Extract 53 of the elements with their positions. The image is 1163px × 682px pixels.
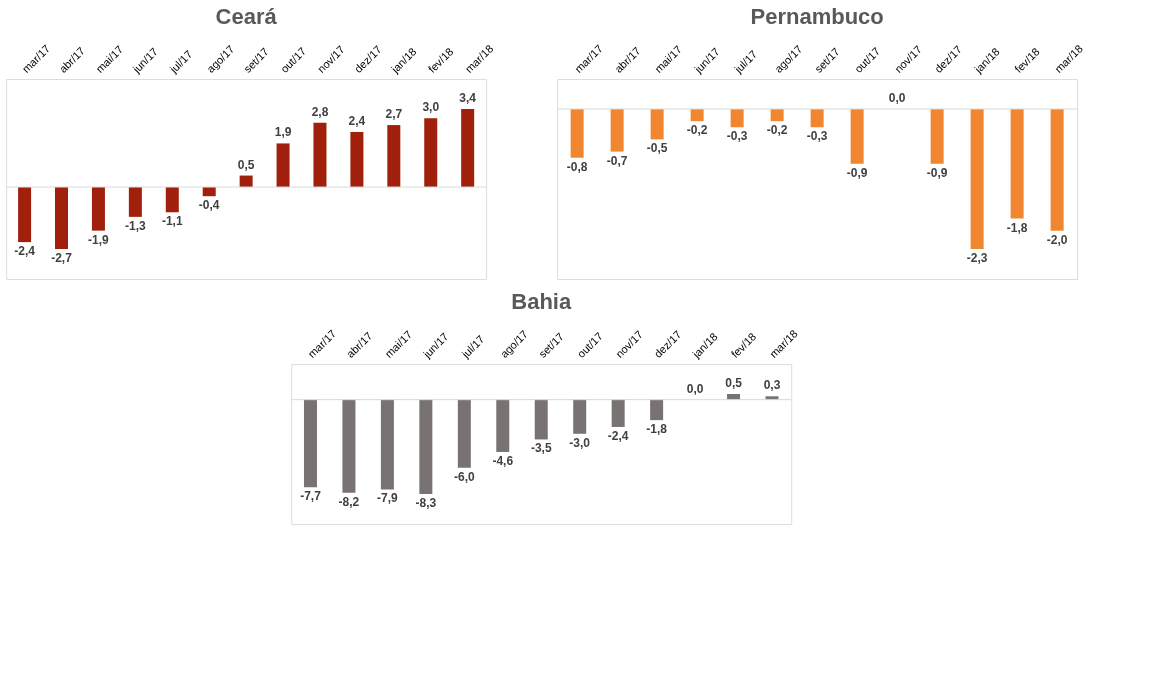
chart-title: Ceará xyxy=(215,3,278,29)
bar xyxy=(461,109,475,188)
data-label: -8,3 xyxy=(415,496,437,510)
data-label: -2,7 xyxy=(51,251,73,265)
bar xyxy=(387,125,401,188)
data-label: -1,9 xyxy=(88,232,110,247)
bar xyxy=(18,187,32,243)
data-label: -0,4 xyxy=(198,198,220,213)
data-label: -2,4 xyxy=(607,428,629,443)
data-label: -4,6 xyxy=(492,453,514,468)
chart-title: Bahia xyxy=(511,288,572,314)
data-label: -0,9 xyxy=(846,165,868,180)
bar xyxy=(313,122,327,188)
data-label: 0,3 xyxy=(763,378,781,393)
data-label: -0,2 xyxy=(686,123,708,138)
data-label: -1,8 xyxy=(1006,220,1028,235)
bar xyxy=(91,187,105,231)
data-label: -3,0 xyxy=(569,435,591,450)
data-label: -2,0 xyxy=(1046,232,1068,247)
bar xyxy=(424,118,438,188)
data-label: 0,5 xyxy=(237,157,255,172)
data-label: -0,3 xyxy=(806,129,828,144)
data-label: -8,2 xyxy=(338,494,360,509)
data-label: 2,4 xyxy=(348,113,366,128)
data-label: -0,2 xyxy=(766,123,788,138)
data-label: 1,9 xyxy=(274,125,292,140)
bar xyxy=(276,143,290,188)
data-label: -1,8 xyxy=(646,422,668,437)
bar xyxy=(55,187,69,249)
data-label: 3,0 xyxy=(422,100,440,115)
data-label: -7,7 xyxy=(300,489,322,504)
bar xyxy=(350,131,364,188)
data-label: -0,5 xyxy=(646,141,668,156)
data-label: 3,4 xyxy=(459,91,477,105)
data-label: -1,1 xyxy=(161,214,183,229)
chart-title: Pernambuco xyxy=(750,3,884,29)
data-label: -0,8 xyxy=(566,159,588,174)
bar xyxy=(128,187,142,217)
data-label: 0,0 xyxy=(686,381,704,396)
data-label: -2,3 xyxy=(966,251,988,265)
data-label: 2,7 xyxy=(385,107,403,122)
data-label: -6,0 xyxy=(453,469,475,484)
data-label: -7,9 xyxy=(377,491,399,506)
data-label: 0,5 xyxy=(725,376,743,390)
data-label: -0,7 xyxy=(606,153,628,168)
data-label: -3,5 xyxy=(530,441,552,456)
data-label: 2,8 xyxy=(311,104,329,119)
data-label: -2,4 xyxy=(14,244,36,259)
data-label: -0,9 xyxy=(926,165,948,180)
data-label: 0,0 xyxy=(888,91,906,105)
bar xyxy=(165,187,179,213)
data-label: -0,3 xyxy=(726,129,748,144)
data-label: -1,3 xyxy=(125,218,147,233)
